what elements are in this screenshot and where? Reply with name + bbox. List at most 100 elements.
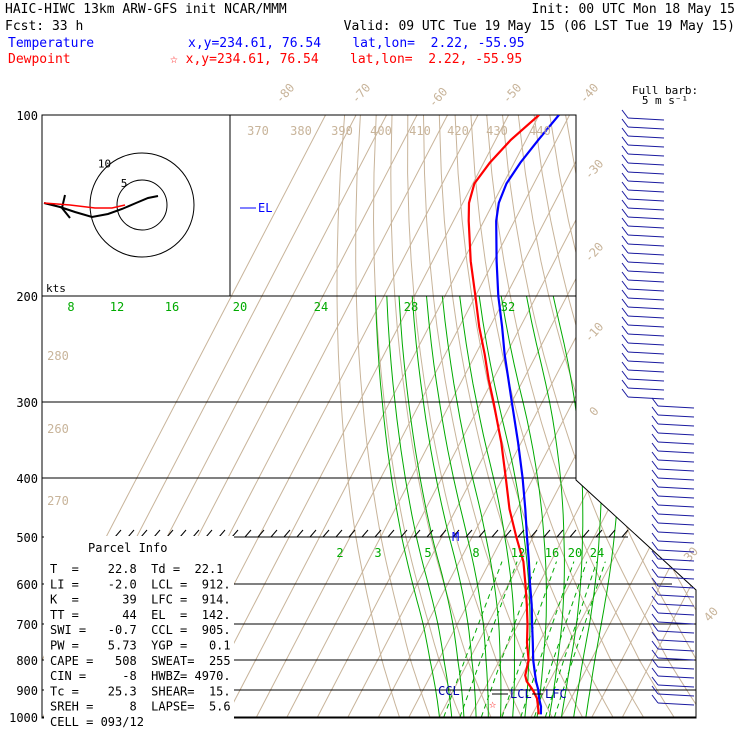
wind-barb-flag xyxy=(651,442,659,452)
wind-barb-flag xyxy=(651,469,659,479)
dewpoint-legend: Dewpoint xyxy=(8,52,71,67)
isotherm-label: -30 xyxy=(582,157,607,182)
wind-barb-flag xyxy=(621,325,629,335)
wind-barb-flag xyxy=(651,568,659,578)
hodograph-hook xyxy=(60,194,71,219)
wind-barb xyxy=(657,576,695,580)
pressure-label: 100 xyxy=(16,109,38,123)
pressure-label: 1000 xyxy=(9,711,38,725)
wind-barb-flag xyxy=(651,577,659,587)
wind-barb-flag xyxy=(651,478,659,488)
wind-barb xyxy=(657,486,695,490)
wind-barb-flag xyxy=(621,208,629,218)
hodograph-ring xyxy=(116,179,168,231)
wind-barb-flag xyxy=(621,334,629,344)
wind-barb-flag xyxy=(621,388,629,398)
wind-barb xyxy=(627,207,665,211)
wind-barb xyxy=(657,693,695,697)
wind-barb-flag xyxy=(651,505,659,515)
wind-barb xyxy=(657,567,695,571)
freezing-tick xyxy=(530,529,538,538)
moist-adiabat xyxy=(374,295,440,718)
wind-barb xyxy=(657,531,695,535)
mixing-ratio-line xyxy=(554,561,606,718)
wind-barb xyxy=(627,261,665,265)
plot-frame xyxy=(41,114,697,719)
wind-barb-flag xyxy=(651,694,659,704)
wind-barb xyxy=(627,144,665,148)
moist-adiabat xyxy=(411,295,477,718)
freezing-tick xyxy=(348,529,356,538)
theta-label: 390 xyxy=(331,124,353,138)
dry-adiabat xyxy=(486,115,675,718)
freezing-tick xyxy=(361,529,369,538)
freezing-tick xyxy=(127,529,135,538)
freezing-tick xyxy=(491,529,499,538)
wind-barb xyxy=(627,351,665,355)
wind-barb-flag xyxy=(651,415,659,425)
wind-barb-flag xyxy=(651,451,659,461)
hodograph-red xyxy=(43,202,126,209)
model-title: HAIC-HIWC 13km ARW-GFS init NCAR/MMM xyxy=(5,2,287,17)
dry-adiabat xyxy=(355,115,431,718)
wind-barb xyxy=(627,171,665,175)
surface-dewpoint-star: ☆ xyxy=(489,697,496,711)
isotherm-label: -40 xyxy=(577,81,602,106)
mixing-ratio-line xyxy=(534,561,588,718)
wind-barb-flag xyxy=(621,379,629,389)
wind-barb xyxy=(657,540,695,544)
wind-barb xyxy=(627,342,665,346)
isotherm-line xyxy=(530,115,696,718)
wind-barb-flag xyxy=(621,199,629,209)
kts-label: kts xyxy=(46,282,66,295)
mixing-ratio-line xyxy=(544,561,598,718)
wind-barb-flag xyxy=(651,532,659,542)
wind-barb-flag xyxy=(621,244,629,254)
ccl-annotation: CCL xyxy=(438,684,460,698)
isotherm-label: -50 xyxy=(500,81,525,106)
wind-barb-flag xyxy=(621,343,629,353)
isotherm-line xyxy=(225,115,540,718)
wind-barb-flag xyxy=(621,181,629,191)
isotherm-line xyxy=(256,115,570,718)
freezing-tick xyxy=(153,529,161,538)
parcel-row: CAPE = 508 SWEAT= 255 xyxy=(50,654,231,668)
wind-barb xyxy=(627,378,665,382)
dry-adiabat xyxy=(470,115,644,718)
parcel-info-box: Parcel Info T = 22.8 Td = 22.1LI = -2.0 … xyxy=(44,536,234,729)
wind-barb-flag xyxy=(651,613,659,623)
theta-label: 380 xyxy=(290,124,312,138)
parcel-row: CIN = -8 HWBZ= 4970. xyxy=(50,669,231,683)
wind-barb-flag xyxy=(651,631,659,641)
theta-label: 430 xyxy=(486,124,508,138)
dry-adiabat xyxy=(407,115,522,718)
wind-barbs xyxy=(621,109,695,706)
moist-adiabat-label: 32 xyxy=(501,300,515,314)
wind-barb-flag xyxy=(651,649,659,659)
m-annotation: M xyxy=(452,530,459,544)
freezing-tick xyxy=(543,529,551,538)
freezing-tick xyxy=(218,529,226,538)
parcel-row: Tc = 25.3 SHEAR= 15. xyxy=(50,684,231,698)
wind-barb-flag xyxy=(621,136,629,146)
pressure-label: 700 xyxy=(16,618,38,632)
freezing-tick xyxy=(140,529,148,538)
isotherm-label: -70 xyxy=(349,81,374,106)
wind-barb xyxy=(657,612,695,616)
wind-barb xyxy=(627,216,665,220)
wind-barb-flag xyxy=(621,316,629,326)
parcel-row: PW = 5.73 YGP = 0.1 xyxy=(50,639,231,653)
lcl-annotation: LCL xyxy=(510,687,532,701)
isotherm-label: 40 xyxy=(701,604,721,624)
dry-adiabat xyxy=(423,115,553,718)
freezing-tick xyxy=(608,529,616,538)
wind-barb xyxy=(627,198,665,202)
wind-barb xyxy=(657,621,695,625)
wind-barb xyxy=(657,450,695,454)
dry-adiabat xyxy=(580,115,696,718)
freezing-tick xyxy=(595,529,603,538)
isotherm-line xyxy=(347,115,662,718)
wind-barb-flag xyxy=(621,190,629,200)
freezing-tick xyxy=(231,529,239,538)
